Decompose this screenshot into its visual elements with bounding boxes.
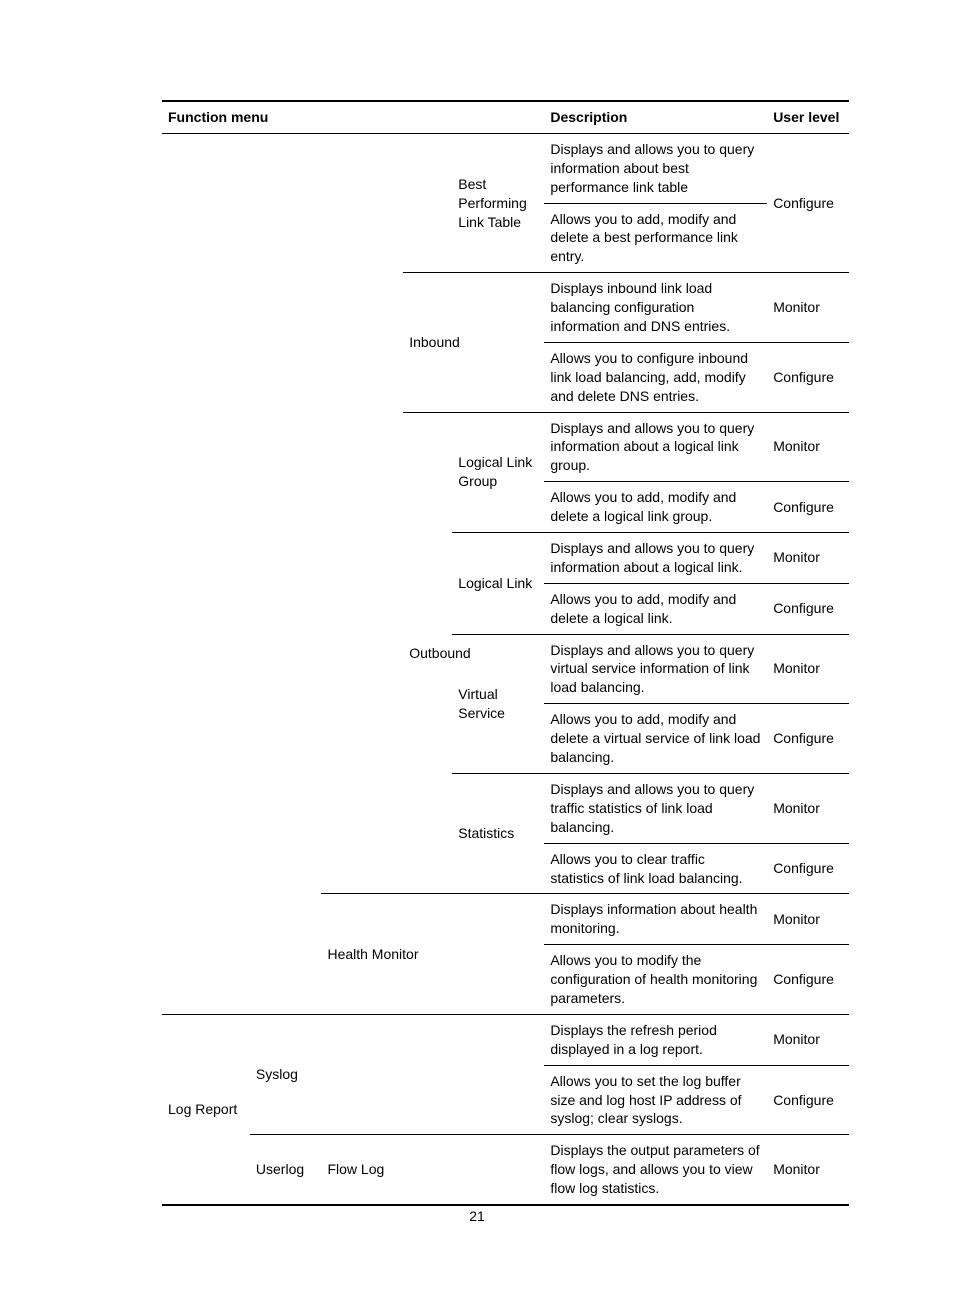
cell-user-level: Configure <box>767 1065 849 1135</box>
table-row: Log Report Syslog Displays the refresh p… <box>162 1014 849 1065</box>
cell-user-level: Monitor <box>767 773 849 843</box>
label-userlog: Userlog <box>250 1135 322 1205</box>
page-number: 21 <box>0 1208 954 1224</box>
cell-user-level: Configure <box>767 482 849 533</box>
label-outbound: Outbound <box>403 412 452 894</box>
cell-description: Allows you to modify the configuration o… <box>544 945 767 1015</box>
cell-description: Allows you to add, modify and delete a l… <box>544 482 767 533</box>
label-statistics: Statistics <box>452 773 544 893</box>
cell-description: Displays information about health monito… <box>544 894 767 945</box>
cell-description: Allows you to add, modify and delete a b… <box>544 203 767 273</box>
cell-description: Allows you to add, modify and delete a v… <box>544 704 767 774</box>
label-flow-log: Flow Log <box>321 1135 544 1205</box>
cell-description: Allows you to set the log buffer size an… <box>544 1065 767 1135</box>
cell-description: Allows you to configure inbound link loa… <box>544 342 767 412</box>
cell-user-level: Monitor <box>767 894 849 945</box>
cell-user-level: Configure <box>767 133 849 272</box>
table-row: Userlog Flow Log Displays the output par… <box>162 1135 849 1205</box>
cell-user-level: Monitor <box>767 533 849 584</box>
cell-description: Displays and allows you to query traffic… <box>544 773 767 843</box>
label-health-monitor: Health Monitor <box>321 894 544 1014</box>
page: Function menu Description User level Bes… <box>0 0 954 1294</box>
cell-description: Allows you to clear traffic statistics o… <box>544 843 767 894</box>
cell-user-level: Configure <box>767 583 849 634</box>
cell-description: Displays and allows you to query informa… <box>544 133 767 203</box>
cell-description: Displays the refresh period displayed in… <box>544 1014 767 1065</box>
cell-user-level: Monitor <box>767 1135 849 1205</box>
label-syslog: Syslog <box>250 1014 544 1134</box>
cell-user-level: Configure <box>767 945 849 1015</box>
label-logical-link: Logical Link <box>452 533 544 635</box>
cell-user-level: Monitor <box>767 634 849 704</box>
header-function-menu: Function menu <box>162 101 544 133</box>
header-user-level: User level <box>767 101 849 133</box>
cell-user-level: Configure <box>767 704 849 774</box>
table-row: Best Performing Link Table Displays and … <box>162 133 849 203</box>
cell-user-level: Configure <box>767 342 849 412</box>
cell-description: Allows you to add, modify and delete a l… <box>544 583 767 634</box>
label-best-performing: Best Performing Link Table <box>452 133 544 272</box>
cell-user-level: Configure <box>767 843 849 894</box>
cell-description: Displays inbound link load balancing con… <box>544 273 767 343</box>
label-logical-link-group: Logical Link Group <box>452 412 544 532</box>
function-table: Function menu Description User level Bes… <box>162 100 849 1206</box>
cell-user-level: Monitor <box>767 1014 849 1065</box>
cell-description: Displays and allows you to query informa… <box>544 533 767 584</box>
label-inbound: Inbound <box>403 273 544 412</box>
table-header-row: Function menu Description User level <box>162 101 849 133</box>
cell-user-level: Monitor <box>767 412 849 482</box>
cell-description: Displays and allows you to query informa… <box>544 412 767 482</box>
cell-description: Displays and allows you to query virtual… <box>544 634 767 704</box>
cell-description: Displays the output parameters of flow l… <box>544 1135 767 1205</box>
cell-user-level: Monitor <box>767 273 849 343</box>
header-description: Description <box>544 101 767 133</box>
label-log-report: Log Report <box>162 1014 250 1205</box>
